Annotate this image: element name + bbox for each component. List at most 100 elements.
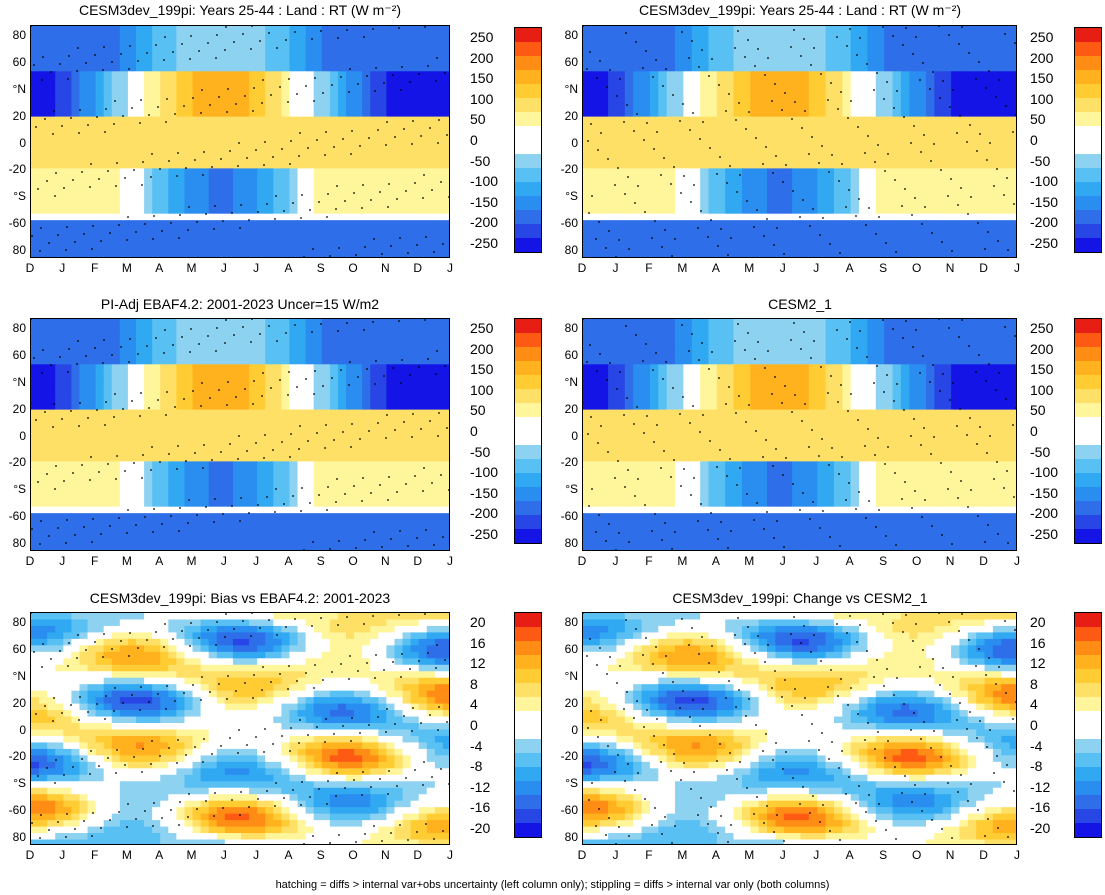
stipple-dot: [596, 77, 598, 79]
stipple-dot: [412, 120, 414, 122]
stipple-dot: [877, 144, 879, 146]
heatmap-cell: [265, 383, 274, 391]
heatmap-cell: [297, 370, 307, 378]
heatmap-cell: [354, 390, 363, 398]
heatmap-cell: [176, 58, 186, 66]
heatmap-cell: [992, 155, 1002, 163]
heatmap-cell: [337, 331, 347, 340]
stipple-dot: [103, 46, 105, 48]
heatmap-cell: [892, 64, 902, 72]
heatmap-cell: [95, 377, 105, 385]
heatmap-cell: [378, 194, 387, 202]
heatmap-cell: [683, 84, 693, 92]
heatmap-cell: [152, 136, 161, 144]
stipple-dot: [919, 79, 921, 81]
stipple-dot: [619, 78, 621, 80]
heatmap-cell: [329, 168, 339, 176]
heatmap-cell: [649, 129, 659, 137]
y-tick-label: °S: [13, 189, 26, 204]
heatmap-cell: [783, 142, 793, 150]
heatmap-cell: [666, 26, 676, 34]
heatmap-cell: [418, 377, 428, 385]
heatmap-cell: [184, 187, 194, 195]
heatmap-cell: [825, 181, 835, 189]
heatmap-cell: [633, 226, 643, 234]
heatmap-cell: [192, 181, 202, 189]
heatmap-cell: [1001, 168, 1011, 176]
colorbar-segment: [1075, 224, 1101, 238]
heatmap-cell: [917, 26, 927, 34]
stipple-dot: [820, 73, 822, 75]
heatmap-cell: [87, 344, 97, 352]
heatmap-cell: [224, 116, 234, 124]
heatmap-cell: [624, 174, 634, 182]
heatmap-cell: [208, 207, 218, 215]
heatmap-cell: [641, 64, 651, 72]
heatmap-cell: [394, 77, 404, 85]
heatmap-cell: [884, 84, 894, 92]
heatmap-cell: [925, 71, 935, 79]
heatmap-cell: [184, 129, 194, 137]
stipple-dot: [591, 195, 593, 197]
heatmap-cell: [867, 252, 877, 257]
heatmap-cell: [55, 161, 64, 169]
heatmap-cell: [633, 90, 643, 98]
heatmap-cell: [87, 90, 97, 98]
heatmap-cell: [362, 103, 371, 111]
heatmap-cell: [616, 148, 626, 157]
stipple-dot: [113, 123, 115, 125]
heatmap-cell: [800, 84, 810, 92]
heatmap-cell: [616, 187, 626, 195]
heatmap-cell: [168, 155, 177, 163]
heatmap-cell: [750, 155, 760, 163]
heatmap-cell: [265, 64, 274, 72]
heatmap-cell: [608, 77, 618, 85]
heatmap-cell: [666, 239, 676, 247]
heatmap-cell: [103, 200, 113, 208]
heatmap-cell: [859, 161, 869, 169]
heatmap-cell: [208, 32, 218, 40]
heatmap-cell: [683, 77, 693, 85]
colorbar-segment: [515, 56, 541, 70]
heatmap-cell: [289, 194, 299, 202]
heatmap-cell: [758, 161, 768, 169]
heatmap-cell: [992, 187, 1002, 195]
heatmap-cell: [741, 233, 751, 241]
stipple-dot: [444, 72, 446, 74]
heatmap-cell: [362, 325, 371, 333]
heatmap-cell: [168, 123, 177, 131]
heatmap-cell: [63, 233, 72, 241]
heatmap-cell: [241, 32, 250, 40]
heatmap-cell: [633, 58, 643, 66]
heatmap-cell: [624, 252, 634, 257]
heatmap-cell: [808, 32, 818, 40]
heatmap-cell: [39, 357, 48, 365]
heatmap-cell: [176, 116, 186, 124]
heatmap-cell: [394, 357, 404, 365]
heatmap-cell: [79, 123, 89, 131]
heatmap-cell: [900, 226, 910, 234]
heatmap-cell: [850, 200, 860, 208]
heatmap-cell: [825, 246, 835, 254]
heatmap-cell: [442, 246, 449, 254]
heatmap-cell: [192, 77, 202, 85]
heatmap-cell: [184, 181, 194, 189]
heatmap-cell: [925, 136, 935, 144]
heatmap-cell: [900, 155, 910, 163]
stipple-dot: [333, 146, 335, 148]
heatmap-cell: [599, 32, 609, 40]
heatmap-cell: [641, 84, 651, 92]
heatmap-cell: [884, 194, 894, 202]
heatmap-cell: [200, 246, 210, 254]
heatmap-cell: [917, 123, 927, 131]
heatmap-cell: [63, 344, 72, 352]
heatmap-cell: [224, 331, 234, 340]
heatmap-cell: [265, 239, 274, 247]
heatmap-cell: [683, 200, 693, 208]
heatmap-cell: [792, 226, 802, 234]
heatmap-cell: [329, 136, 339, 144]
heatmap-cell: [265, 26, 274, 34]
heatmap-cell: [386, 200, 396, 208]
stipple-dot: [690, 201, 692, 203]
heatmap-cell: [1009, 239, 1016, 247]
